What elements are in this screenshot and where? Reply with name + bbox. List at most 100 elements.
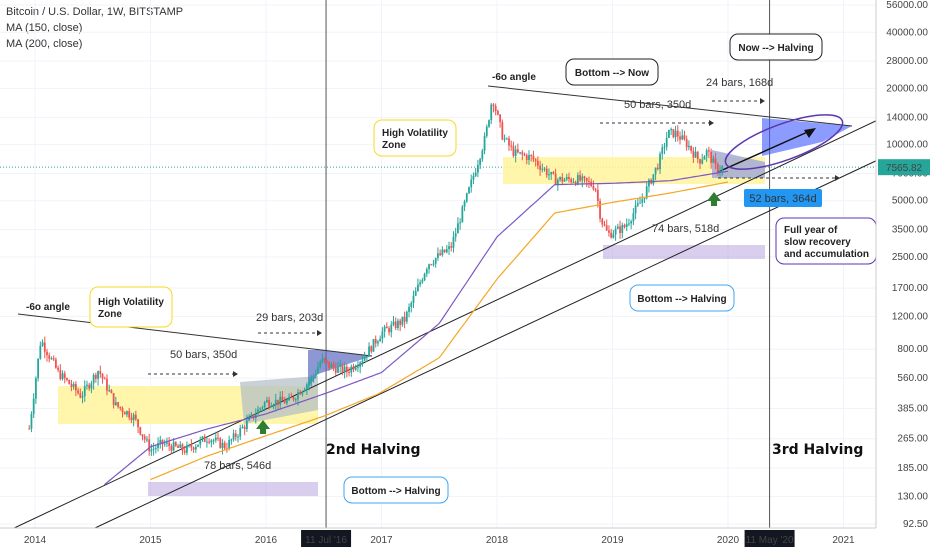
candle-body — [408, 307, 410, 312]
candle-body — [39, 345, 42, 359]
candle-body — [146, 439, 148, 441]
candle-body — [323, 358, 326, 361]
candle-body — [74, 383, 77, 391]
candle-body — [210, 440, 213, 443]
candle-body — [588, 181, 590, 183]
label-bars-74: 74 bars, 518d — [652, 223, 719, 235]
candle-body — [183, 450, 186, 453]
candle-body — [457, 223, 459, 234]
candle-body — [59, 369, 62, 379]
candle-body — [219, 438, 222, 448]
tag-bars-52: 52 bars, 364d — [749, 193, 816, 205]
candle-body — [385, 326, 388, 329]
candle-body — [143, 436, 146, 440]
candle-body — [483, 135, 486, 151]
candle-body — [86, 384, 88, 387]
candle-body — [583, 176, 586, 179]
candle-body — [334, 367, 337, 373]
candle-body — [632, 213, 635, 222]
candle-body — [465, 193, 468, 202]
candle-body — [485, 126, 488, 136]
label-bars-78: 78 bars, 546d — [204, 460, 271, 472]
candle-body — [283, 400, 286, 404]
candle-body — [559, 177, 561, 180]
candle-body — [92, 374, 95, 384]
candle-body — [603, 224, 606, 226]
candle-body — [101, 373, 104, 379]
price-tick-label: 560.00 — [897, 373, 928, 384]
label-bars-50-left: 50 bars, 350d — [170, 349, 237, 361]
halving-date-tag-box — [744, 530, 795, 547]
candle-body — [534, 159, 537, 161]
candle-body — [148, 439, 151, 452]
candle-body — [561, 177, 564, 182]
candle-body — [285, 400, 288, 404]
current-price-tag-box — [878, 159, 930, 176]
time-axis: 2014 2015 2016 2017 2018 2019 2020 2021 11 Jul '… — [0, 527, 932, 550]
candle-body — [388, 328, 390, 333]
green-up-arrow-icon — [707, 192, 721, 206]
candle-body — [405, 311, 408, 322]
candle-body — [110, 390, 113, 394]
measure-50-right-head — [709, 120, 714, 126]
candle-body — [221, 442, 224, 448]
candle-body — [654, 167, 657, 175]
green-up-arrow-icon — [256, 420, 270, 434]
candle-body — [252, 414, 255, 418]
candle-body — [643, 198, 646, 200]
candle-body — [157, 443, 159, 448]
label-angle-right: -6o angle — [492, 72, 536, 83]
label-2nd-halving: 2nd Halving — [326, 442, 420, 458]
candle-body — [516, 149, 519, 153]
candle-body — [692, 150, 695, 158]
candle-body — [379, 338, 382, 342]
candle-body — [432, 263, 435, 265]
candle-body — [245, 420, 248, 429]
measure-29-head — [317, 330, 322, 336]
candle-body — [359, 362, 362, 367]
ma200-legend: MA (200, close) — [6, 38, 83, 50]
candle-body — [601, 218, 604, 225]
candle-body — [79, 393, 82, 398]
price-axis-bg — [876, 0, 932, 550]
candle-body — [230, 439, 233, 441]
callout-hv-left-box — [89, 286, 173, 328]
candle-body — [174, 442, 177, 446]
candle-body — [543, 168, 546, 170]
candle-body — [523, 154, 526, 156]
candle-body — [239, 428, 242, 437]
candle-body — [703, 156, 706, 160]
candle-body — [50, 358, 53, 360]
candle-body — [241, 426, 244, 429]
candle-body — [212, 440, 215, 442]
candle-body — [668, 129, 670, 138]
candle-body — [417, 284, 419, 292]
price-tick-label: 130.00 — [897, 491, 928, 502]
candle-body — [568, 176, 570, 180]
candle-body — [57, 367, 59, 370]
candle-body — [314, 373, 317, 376]
candle-body — [194, 446, 197, 450]
candle-body — [681, 135, 684, 140]
measure-24-head — [760, 98, 765, 104]
callout-now-halving: Now --> Halving — [738, 43, 813, 54]
candle-body — [103, 378, 106, 380]
candle-body — [274, 399, 277, 406]
current-price-tag: 7565.82 — [886, 163, 923, 174]
candle-body — [357, 366, 359, 368]
price-axis: 56000.00 40000.00 28000.00 20000.00 14000.00… — [875, 0, 932, 550]
candle-body — [712, 158, 715, 163]
candle-body — [685, 139, 688, 148]
candle-body — [308, 381, 310, 385]
price-tick-label: 5000.00 — [892, 196, 929, 207]
price-tick-label: 28000.00 — [886, 56, 928, 67]
candle-body — [365, 356, 368, 358]
price-tick-label: 800.00 — [897, 344, 928, 355]
candle-body — [341, 364, 344, 373]
downtrend-line-right — [487, 85, 853, 127]
candle-body — [161, 439, 164, 445]
ma200-line — [150, 181, 729, 481]
candle-body — [192, 447, 195, 450]
candle-body — [707, 150, 710, 152]
